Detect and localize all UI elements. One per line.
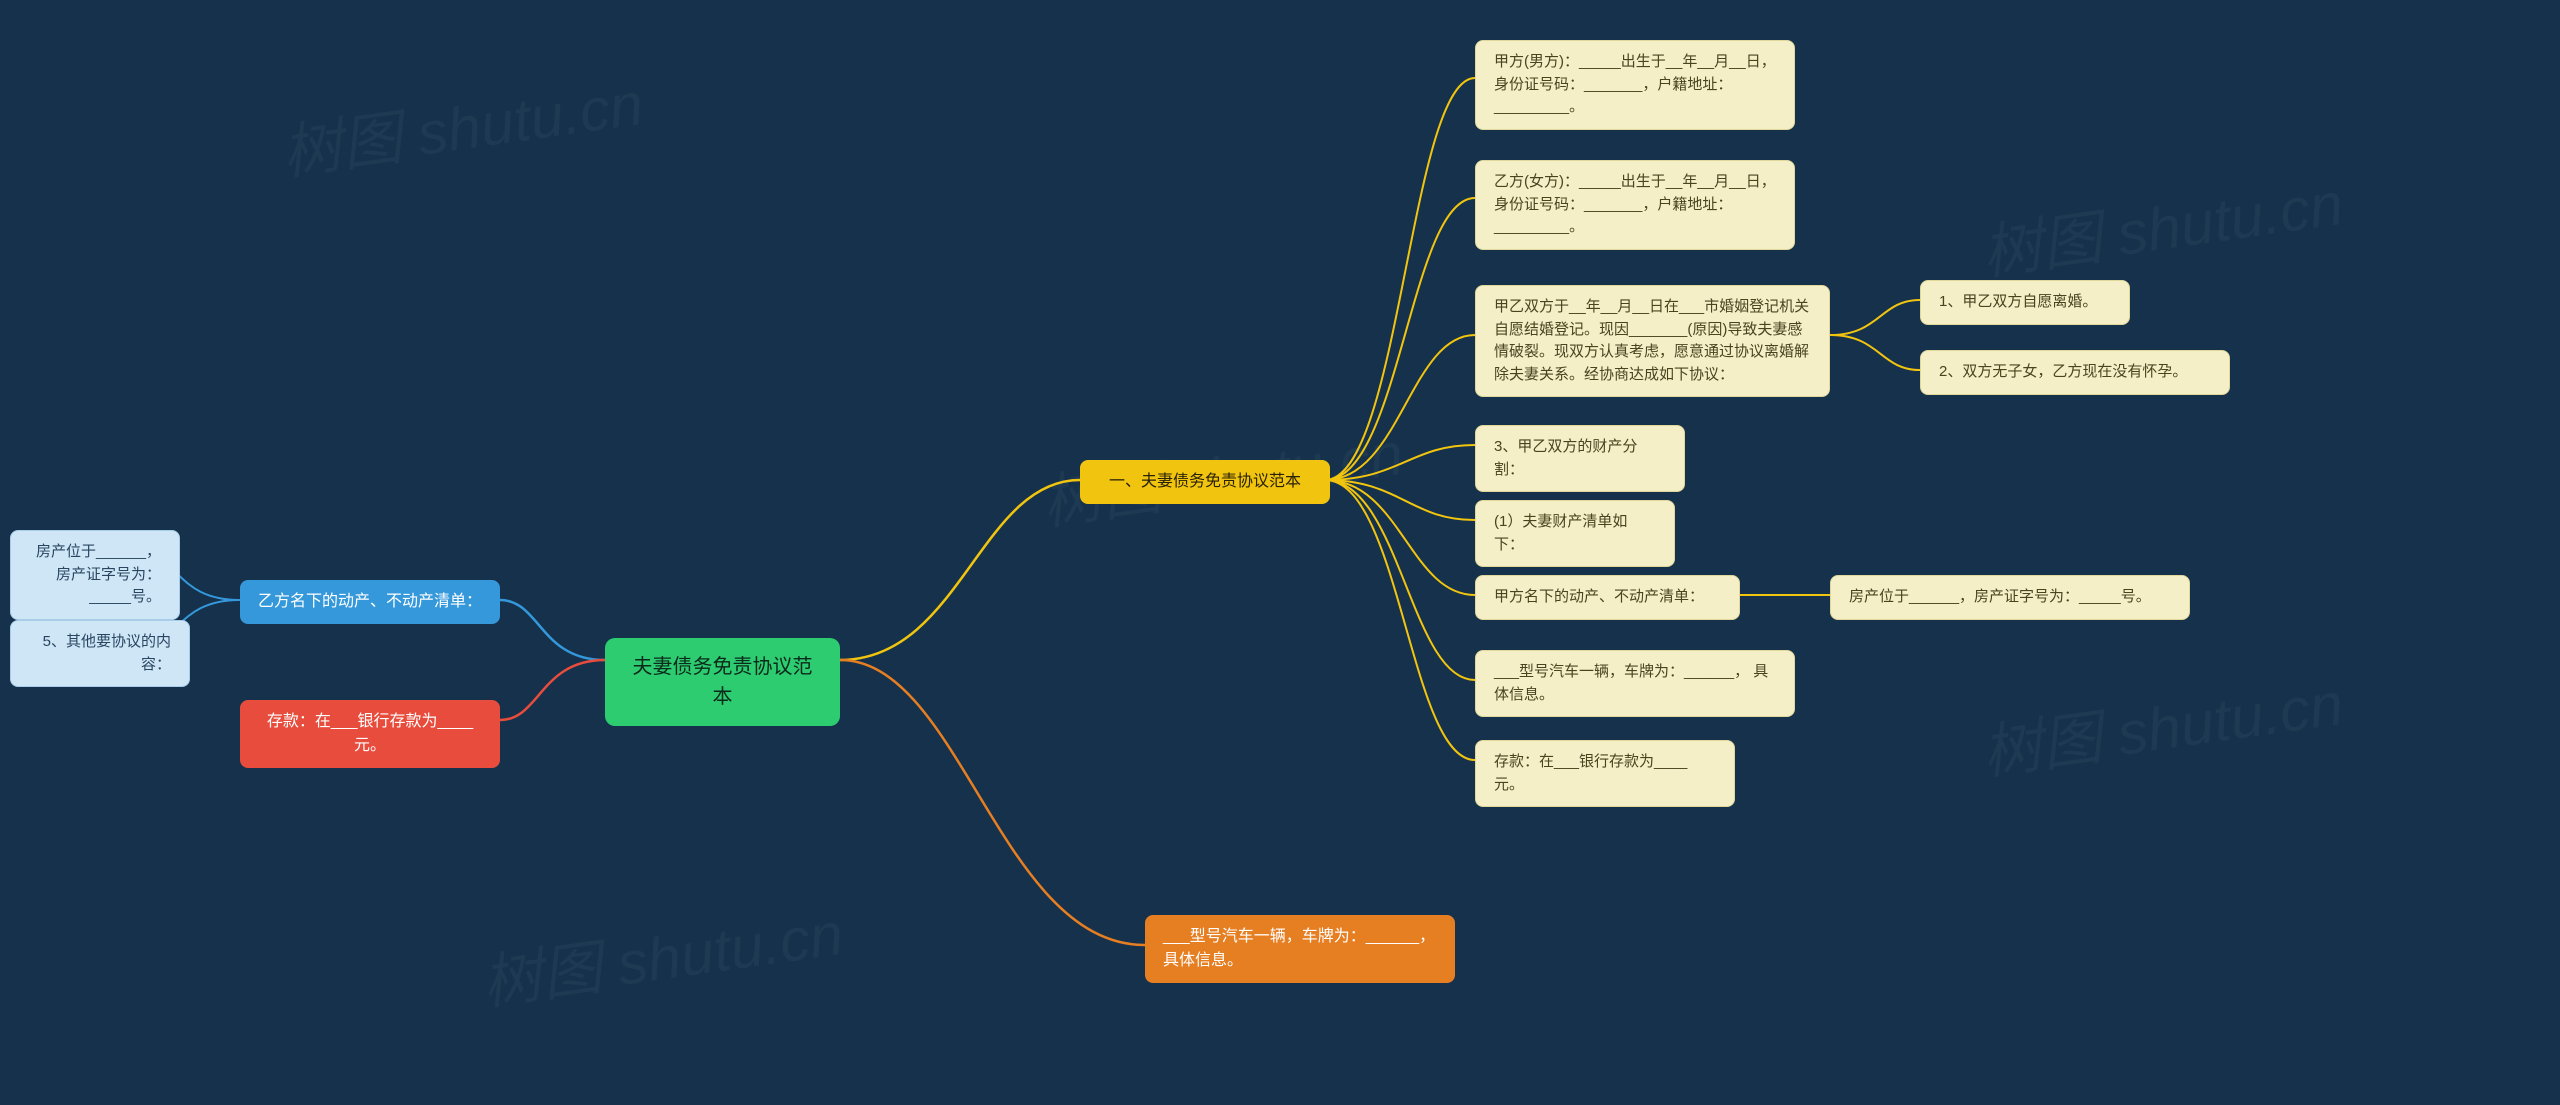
watermark: 树图 shutu.cn [1976, 655, 2348, 792]
c3-child-a: 1、甲乙双方自愿离婚。 [1920, 280, 2130, 325]
b3-child-1: 房产位于______，房产证字号为：_____号。 [10, 530, 180, 620]
b1-child-6: 甲方名下的动产、不动产清单： [1475, 575, 1740, 620]
b1-child-1: 甲方(男方)：_____出生于__年__月__日，身份证号码：_______，户… [1475, 40, 1795, 130]
watermark: 树图 shutu.cn [276, 55, 648, 192]
c6-child-a: 房产位于______，房产证字号为：_____号。 [1830, 575, 2190, 620]
watermark: 树图 shutu.cn [1976, 155, 2348, 292]
b1-child-3: 甲乙双方于__年__月__日在___市婚姻登记机关自愿结婚登记。现因______… [1475, 285, 1830, 397]
b1-child-5: (1）夫妻财产清单如下： [1475, 500, 1675, 567]
root-node: 夫妻债务免责协议范本 [605, 638, 840, 726]
branch-1: 一、夫妻债务免责协议范本 [1080, 460, 1330, 504]
branch-4: 存款：在___银行存款为____元。 [240, 700, 500, 768]
b1-child-2: 乙方(女方)：_____出生于__年__月__日，身份证号码：_______，户… [1475, 160, 1795, 250]
b1-child-4: 3、甲乙双方的财产分割： [1475, 425, 1685, 492]
b1-child-7: ___型号汽车一辆，车牌为：______， 具体信息。 [1475, 650, 1795, 717]
branch-2: ___型号汽车一辆，车牌为：______，具体信息。 [1145, 915, 1455, 983]
b3-child-2: 5、其他要协议的内容： [10, 620, 190, 687]
b1-child-8: 存款：在___银行存款为____元。 [1475, 740, 1735, 807]
c3-child-b: 2、双方无子女，乙方现在没有怀孕。 [1920, 350, 2230, 395]
watermark: 树图 shutu.cn [476, 885, 848, 1022]
branch-3: 乙方名下的动产、不动产清单： [240, 580, 500, 624]
